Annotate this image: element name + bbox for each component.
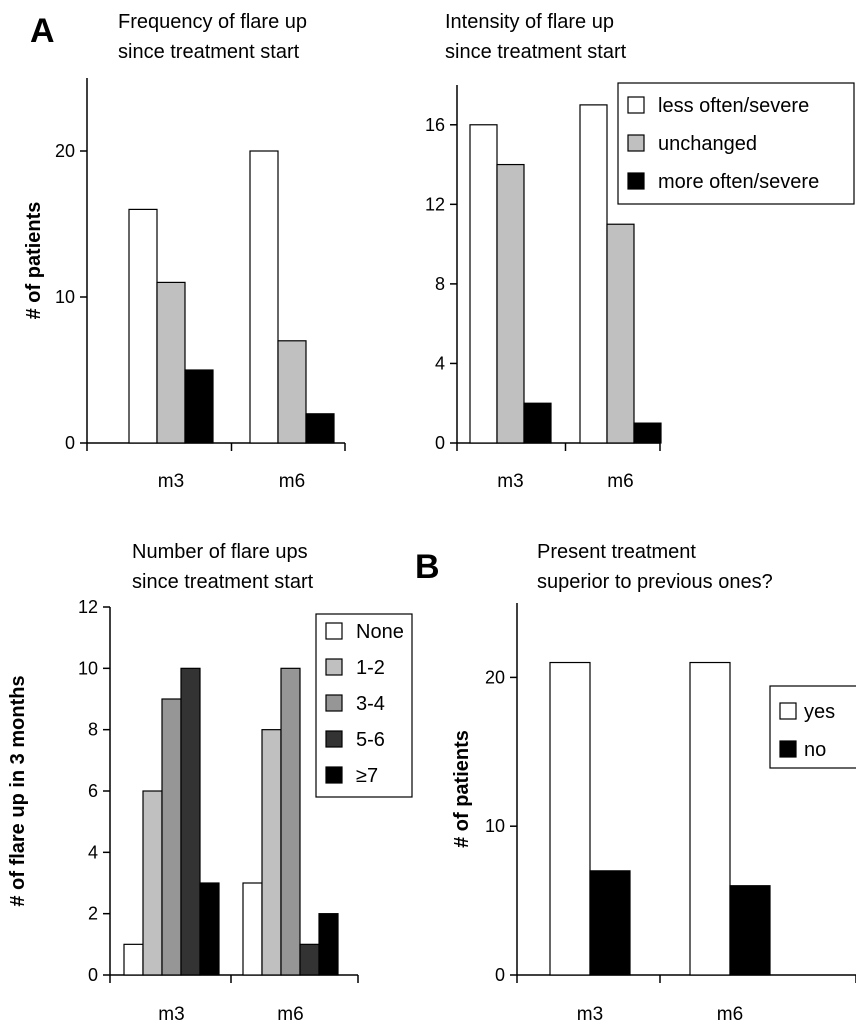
chart-title-line-1: Present treatment	[537, 541, 696, 563]
category-label-m6: m6	[279, 471, 305, 492]
legend-swatch-5	[325, 766, 343, 784]
legend-swatch-1	[779, 702, 797, 720]
bar-m6-series-3	[633, 422, 662, 444]
y-tick-label-0: 0	[88, 965, 98, 985]
y-tick-label-0: 0	[65, 433, 75, 453]
legend-label-2: 1-2	[356, 657, 385, 679]
flare-count-chart: Number of flare ups since treatment start…	[7, 541, 413, 1025]
y-tick-label-20: 20	[485, 667, 505, 687]
y-tick-label-10: 10	[78, 658, 98, 678]
bar-m3-series-1	[123, 943, 144, 976]
legend-swatch-1	[325, 622, 343, 640]
y-tick-label-12: 12	[78, 597, 98, 617]
y-tick-label-6: 6	[88, 781, 98, 801]
legend-label-2: no	[804, 739, 826, 761]
panel-label-a: A	[30, 12, 55, 50]
legend-label-1: less often/severe	[658, 95, 809, 117]
bar-m6-series-5	[318, 913, 339, 976]
bar-m6-series-4	[299, 943, 320, 976]
chart-title-line-1: Frequency of flare up	[118, 11, 307, 33]
bar-m3-series-3	[161, 698, 182, 976]
y-tick-label-4: 4	[88, 842, 98, 862]
legend-label-5: ≥7	[356, 765, 378, 787]
bar-m6-series-3	[305, 413, 335, 444]
legend: yes no	[769, 685, 856, 769]
category-label-m3: m3	[158, 471, 184, 492]
y-tick-label-16: 16	[425, 115, 445, 135]
legend-swatch-2	[779, 740, 797, 758]
bar-m6-series-1	[689, 661, 731, 976]
bar-m3-series-2	[589, 870, 631, 976]
bar-m3-series-3	[184, 369, 214, 444]
bar-m6-series-1	[242, 882, 263, 976]
y-tick-label-2: 2	[88, 904, 98, 924]
legend-box	[617, 82, 855, 205]
chart-title-line-2: superior to previous ones?	[537, 571, 773, 593]
category-label-m3: m3	[577, 1004, 603, 1025]
bar-m3-series-1	[128, 208, 158, 444]
category-label-m3: m3	[497, 471, 523, 492]
bar-m3-series-4	[180, 667, 201, 976]
bar-m3-series-5	[199, 882, 220, 976]
intensity-chart: Intensity of flare up since treatment sta…	[425, 11, 855, 492]
category-label-m6: m6	[277, 1004, 303, 1025]
y-tick-label-10: 10	[485, 816, 505, 836]
legend: less often/severe unchanged more often/sev…	[617, 82, 855, 205]
y-axis-label: # of flare up in 3 months	[7, 675, 29, 906]
panel-label-b: B	[415, 548, 440, 586]
bar-m6-series-3	[280, 667, 301, 976]
legend-label-1: yes	[804, 701, 835, 723]
y-axis-label: # of patients	[451, 730, 473, 848]
bar-m3-series-1	[469, 124, 498, 444]
bar-m6-series-2	[729, 885, 771, 976]
frequency-chart: Frequency of flare up since treatment sta…	[23, 11, 346, 492]
treatment-superiority-chart: Present treatment superior to previous on…	[451, 541, 856, 1025]
y-tick-label-0: 0	[435, 433, 445, 453]
category-label-m3: m3	[158, 1004, 184, 1025]
legend-swatch-4	[325, 730, 343, 748]
chart-title-line-2: since treatment start	[118, 41, 300, 63]
category-label-m6: m6	[717, 1004, 743, 1025]
legend-label-1: None	[356, 621, 404, 643]
bar-m3-series-2	[142, 790, 163, 976]
y-axis-label: # of patients	[23, 202, 45, 320]
legend: None 1-2 3-4 5-6 ≥7	[315, 613, 413, 798]
legend-swatch-3	[627, 172, 645, 190]
legend-swatch-1	[627, 96, 645, 114]
category-label-m6: m6	[607, 471, 633, 492]
y-tick-label-8: 8	[435, 274, 445, 294]
bar-m3-series-2	[496, 163, 525, 444]
legend-label-3: more often/severe	[658, 171, 819, 193]
y-tick-label-20: 20	[55, 141, 75, 161]
chart-title-line-2: since treatment start	[132, 571, 314, 593]
bar-m6-series-2	[606, 223, 635, 444]
legend-swatch-2	[627, 134, 645, 152]
bar-m6-series-2	[277, 340, 307, 444]
y-tick-label-8: 8	[88, 720, 98, 740]
y-tick-label-4: 4	[435, 353, 445, 373]
chart-title-line-1: Number of flare ups	[132, 541, 308, 563]
legend-swatch-3	[325, 694, 343, 712]
chart-title-line-1: Intensity of flare up	[445, 11, 614, 33]
y-tick-label-10: 10	[55, 287, 75, 307]
y-tick-label-0: 0	[495, 965, 505, 985]
bar-m6-series-1	[579, 104, 608, 444]
bar-m6-series-1	[249, 150, 279, 444]
bar-m3-series-1	[549, 661, 591, 976]
bar-m6-series-2	[261, 729, 282, 976]
legend-label-4: 5-6	[356, 729, 385, 751]
legend-label-3: 3-4	[356, 693, 385, 715]
y-tick-label-12: 12	[425, 194, 445, 214]
legend-swatch-2	[325, 658, 343, 676]
bar-m3-series-2	[156, 281, 186, 444]
chart-title-line-2: since treatment start	[445, 41, 627, 63]
legend-label-2: unchanged	[658, 133, 757, 155]
bar-m3-series-3	[523, 402, 552, 444]
